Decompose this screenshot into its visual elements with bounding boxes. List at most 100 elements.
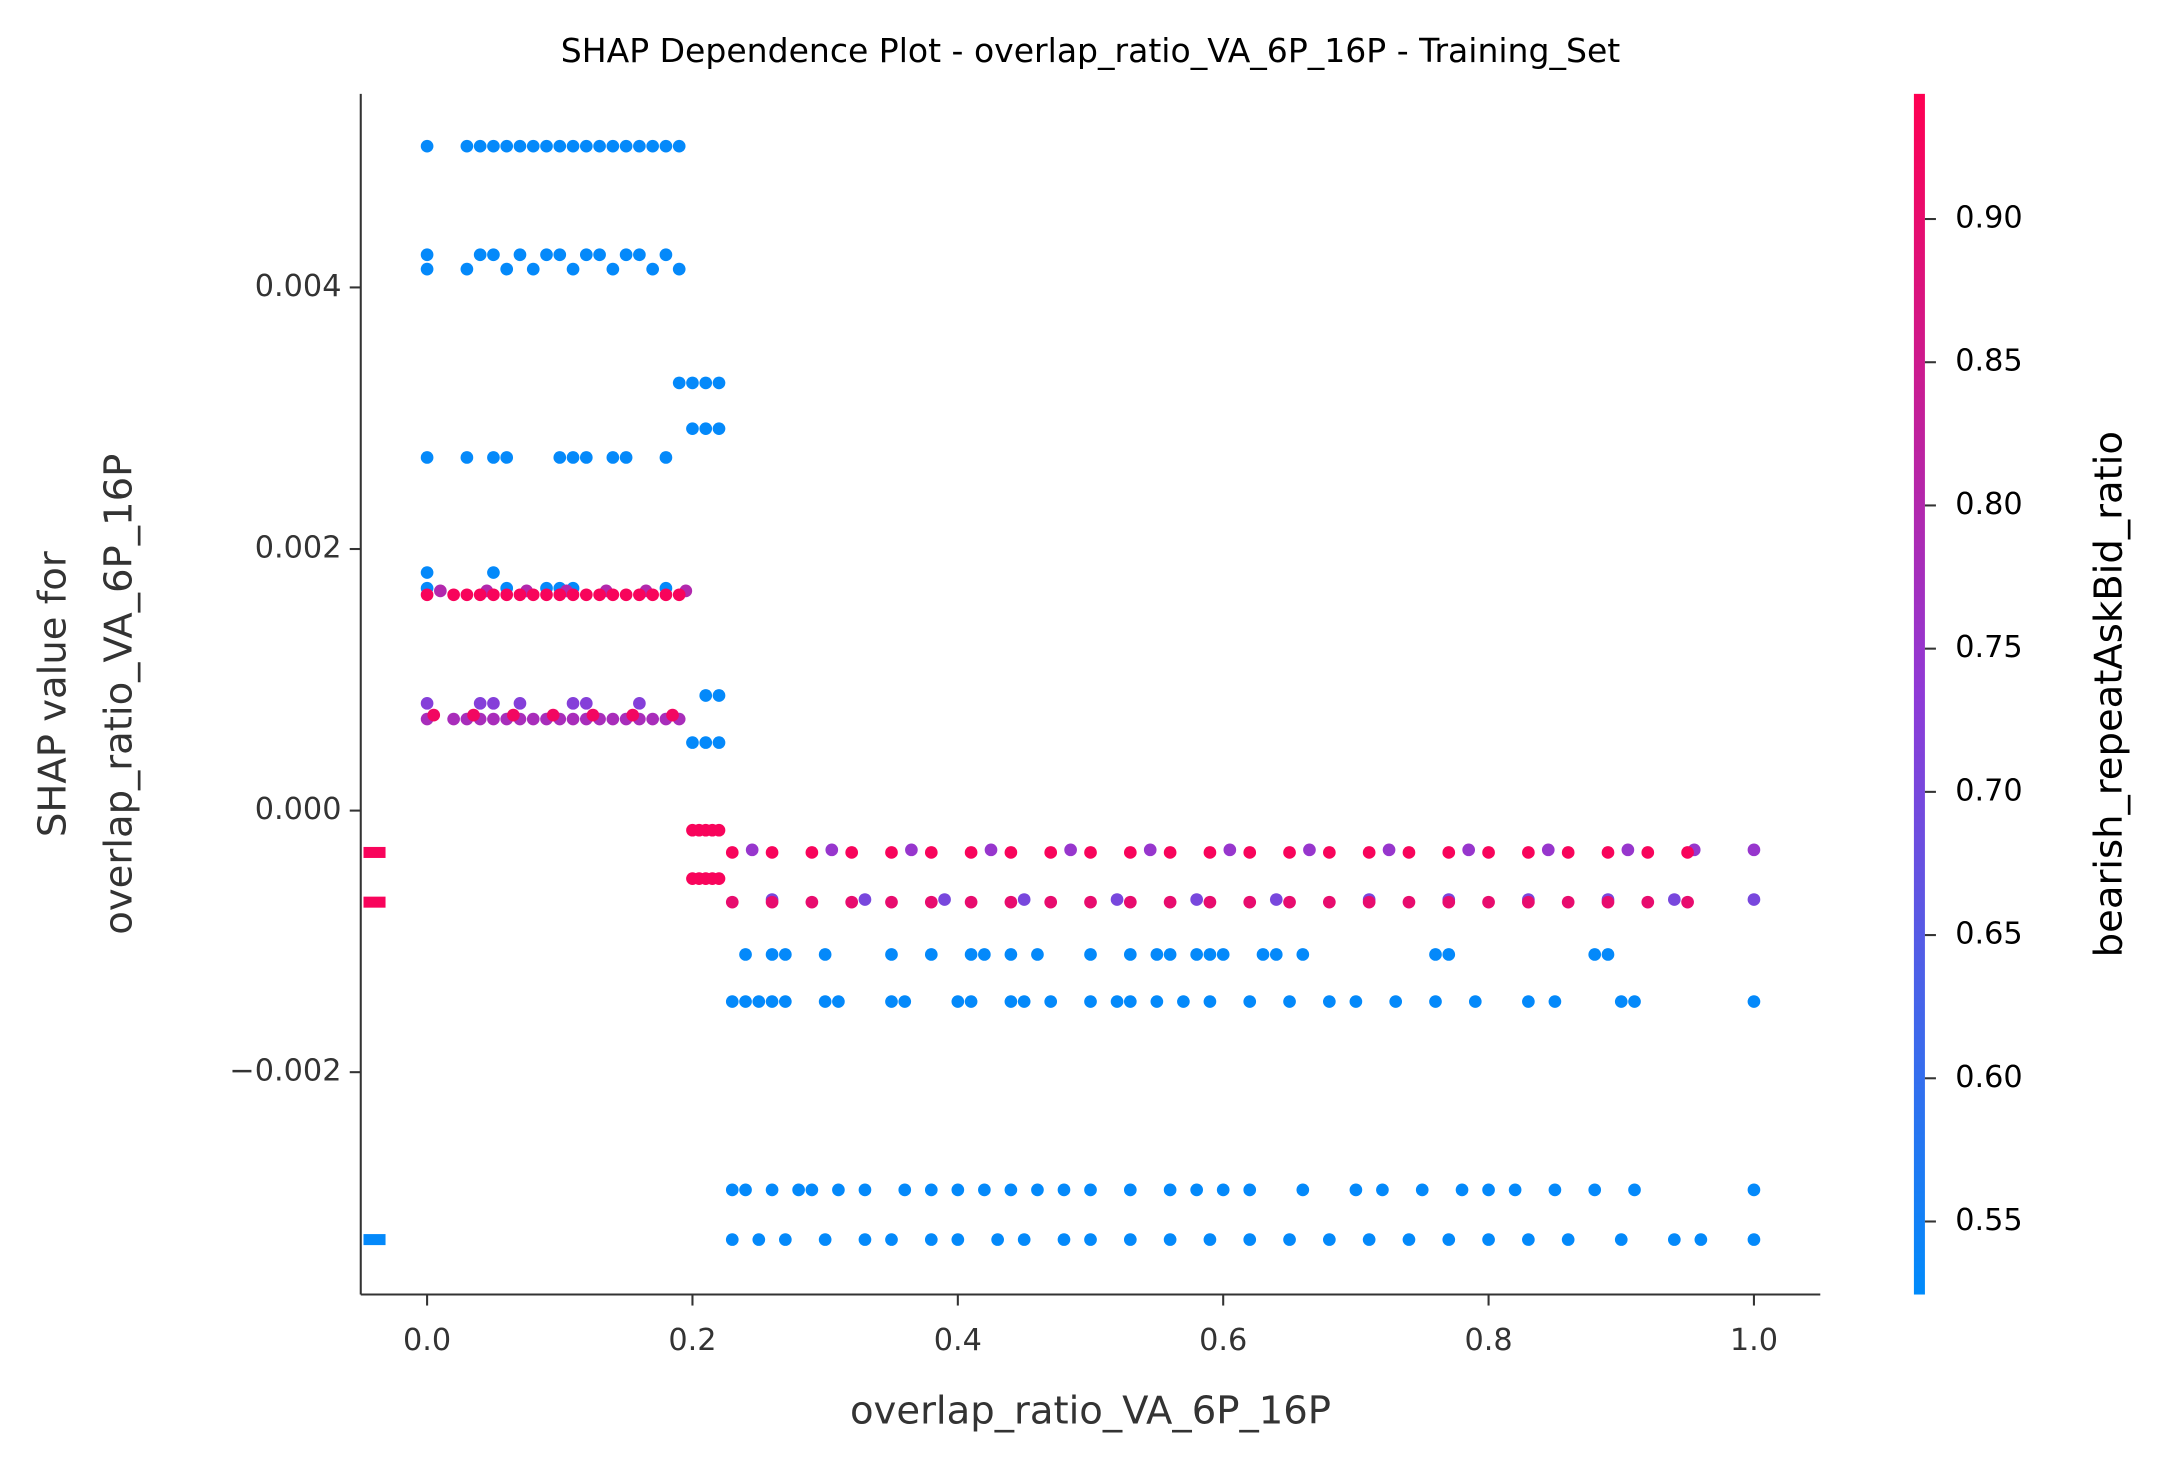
point bbox=[593, 139, 606, 153]
point bbox=[964, 995, 978, 1008]
point bbox=[1402, 895, 1416, 909]
point bbox=[487, 697, 500, 710]
point bbox=[1349, 995, 1363, 1008]
point bbox=[1084, 1233, 1097, 1246]
point bbox=[1508, 1183, 1522, 1197]
point bbox=[951, 1183, 965, 1197]
y-tick-label: −0.002 bbox=[229, 1054, 341, 1089]
point bbox=[1561, 1233, 1575, 1246]
point bbox=[885, 895, 898, 909]
point bbox=[779, 995, 792, 1008]
point bbox=[586, 708, 600, 722]
point bbox=[964, 846, 978, 859]
point bbox=[1482, 1183, 1495, 1197]
point bbox=[765, 846, 779, 859]
point bbox=[1442, 1233, 1456, 1246]
point bbox=[1283, 995, 1296, 1008]
point bbox=[1269, 948, 1283, 961]
point bbox=[487, 712, 500, 726]
point bbox=[500, 262, 514, 276]
point bbox=[606, 139, 620, 153]
point bbox=[460, 588, 474, 602]
point bbox=[1004, 1183, 1018, 1197]
point bbox=[553, 588, 567, 602]
point bbox=[699, 689, 713, 702]
point bbox=[1641, 846, 1655, 859]
point bbox=[460, 262, 474, 276]
point bbox=[473, 697, 487, 710]
point bbox=[818, 1233, 832, 1246]
point bbox=[526, 588, 540, 602]
point bbox=[1362, 1233, 1376, 1246]
point bbox=[885, 846, 898, 859]
point bbox=[686, 422, 699, 436]
point bbox=[1143, 843, 1157, 857]
point bbox=[858, 893, 872, 906]
missing-value-mark bbox=[363, 896, 386, 908]
point bbox=[553, 451, 567, 464]
point bbox=[1349, 1183, 1363, 1197]
point bbox=[1203, 895, 1217, 909]
point bbox=[1004, 948, 1018, 961]
colorbar-tick-label: 0.55 bbox=[1955, 1203, 2022, 1238]
point bbox=[1203, 1233, 1217, 1246]
point bbox=[487, 139, 500, 153]
point bbox=[659, 451, 673, 464]
y-tick-label: 0.000 bbox=[255, 792, 342, 827]
point bbox=[1482, 1233, 1495, 1246]
x-tick-label: 0.0 bbox=[403, 1323, 451, 1358]
point bbox=[1110, 893, 1124, 906]
point bbox=[1004, 846, 1018, 859]
point bbox=[699, 376, 713, 390]
point bbox=[1614, 995, 1628, 1008]
point bbox=[1747, 995, 1761, 1008]
point bbox=[606, 588, 620, 602]
point bbox=[540, 139, 553, 153]
point bbox=[1004, 895, 1018, 909]
point bbox=[593, 588, 606, 602]
point bbox=[1747, 843, 1761, 857]
point bbox=[1429, 948, 1442, 961]
point bbox=[1031, 948, 1044, 961]
point bbox=[1084, 895, 1097, 909]
point bbox=[1123, 1233, 1137, 1246]
point bbox=[420, 697, 434, 710]
point bbox=[659, 588, 673, 602]
point bbox=[1468, 995, 1482, 1008]
point bbox=[1621, 843, 1635, 857]
x-tick-label: 0.6 bbox=[1199, 1323, 1247, 1358]
point bbox=[725, 895, 739, 909]
point bbox=[566, 262, 580, 276]
point bbox=[1548, 1183, 1562, 1197]
point bbox=[1601, 948, 1615, 961]
point bbox=[1296, 948, 1310, 961]
point bbox=[1522, 895, 1535, 909]
point bbox=[1163, 1233, 1177, 1246]
point bbox=[885, 948, 898, 961]
point bbox=[1376, 1183, 1389, 1197]
point bbox=[420, 588, 434, 602]
point bbox=[646, 712, 659, 726]
point bbox=[1522, 1233, 1535, 1246]
point bbox=[1323, 995, 1336, 1008]
point bbox=[1123, 995, 1137, 1008]
point bbox=[619, 588, 633, 602]
point bbox=[858, 1183, 872, 1197]
point bbox=[540, 248, 553, 262]
point bbox=[1243, 895, 1257, 909]
point bbox=[420, 139, 434, 153]
point bbox=[1442, 948, 1456, 961]
point bbox=[473, 248, 487, 262]
point bbox=[924, 948, 938, 961]
point bbox=[712, 736, 726, 749]
point bbox=[1190, 893, 1203, 906]
point bbox=[513, 248, 527, 262]
point bbox=[1415, 1183, 1429, 1197]
point bbox=[1548, 995, 1562, 1008]
point bbox=[1628, 995, 1641, 1008]
point bbox=[1084, 995, 1097, 1008]
point bbox=[1203, 995, 1217, 1008]
colorbar-tick-label: 0.70 bbox=[1955, 773, 2022, 808]
point bbox=[1681, 846, 1694, 859]
point bbox=[779, 1233, 792, 1246]
